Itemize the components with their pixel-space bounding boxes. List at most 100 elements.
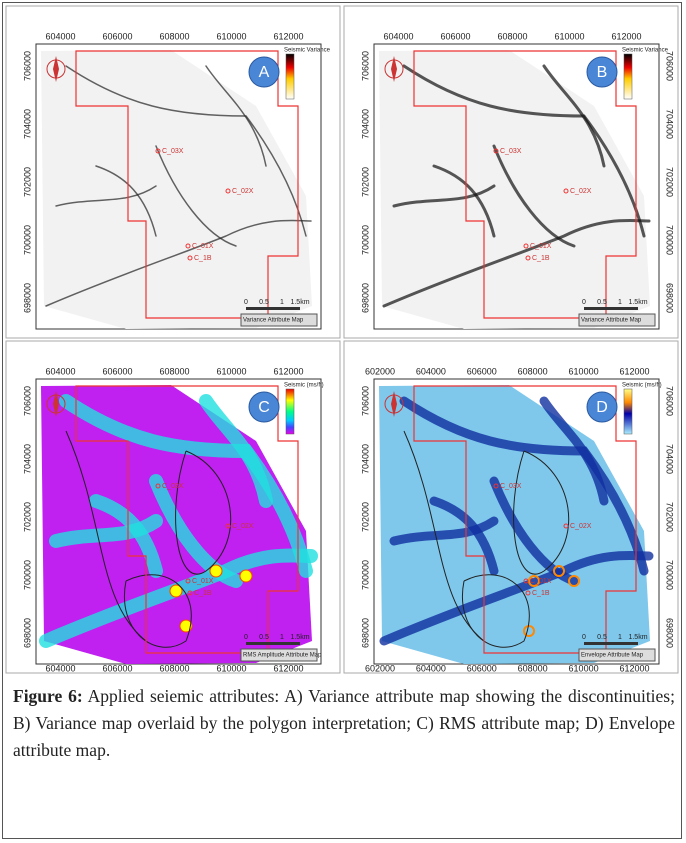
well-label: C_02X bbox=[570, 188, 592, 195]
scale-label: 1 bbox=[618, 634, 622, 641]
y-tick-label: 702000 bbox=[22, 502, 32, 532]
y-tick-label: 698000 bbox=[665, 618, 675, 648]
x-tick-label: 604000 bbox=[416, 366, 446, 376]
x-tick-label: 604000 bbox=[45, 31, 75, 41]
x-tick-label: 604000 bbox=[45, 366, 75, 376]
map-panel: 6040006040006060006060006080006080006100… bbox=[6, 341, 340, 673]
panel-label: B bbox=[597, 64, 608, 81]
y-tick-label: 706000 bbox=[22, 51, 32, 81]
well-label: C_01X bbox=[192, 578, 214, 585]
legend-title: Seismic (ms/ft) bbox=[622, 383, 662, 389]
scale-label: 1.5km bbox=[628, 299, 647, 306]
y-tick-label: 704000 bbox=[22, 444, 32, 474]
map-panel: 6020006020006040006040006060006060006080… bbox=[344, 341, 678, 673]
well-label: C_1B bbox=[532, 590, 550, 597]
legend-title: Seismic Variance bbox=[622, 48, 669, 54]
map-title: Envelope Attribute Map bbox=[581, 653, 644, 659]
x-tick-label: 608000 bbox=[497, 31, 527, 41]
y-tick-label: 698000 bbox=[360, 618, 370, 648]
scale-label: 0 bbox=[244, 634, 248, 641]
y-tick-label: 704000 bbox=[22, 109, 32, 139]
well-label: C_03X bbox=[162, 148, 184, 155]
scale-label: 1.5km bbox=[628, 634, 647, 641]
caption: Figure 6: Applied seiemic attributes: A)… bbox=[13, 683, 675, 764]
scale-label: 0 bbox=[582, 634, 586, 641]
y-tick-label: 704000 bbox=[665, 444, 675, 474]
scale-label: 0.5 bbox=[259, 299, 269, 306]
well-label: C_01X bbox=[530, 243, 552, 250]
map-panel: 6040006060006080006100006120007060007040… bbox=[6, 6, 340, 338]
well-label: C_1B bbox=[194, 590, 212, 597]
y-tick-label: 702000 bbox=[22, 167, 32, 197]
panel-label: C bbox=[258, 399, 270, 416]
x-tick-label: 610000 bbox=[216, 663, 246, 673]
x-tick-label: 612000 bbox=[273, 31, 303, 41]
well-label: C_02X bbox=[232, 188, 254, 195]
scale-bar bbox=[584, 307, 638, 310]
x-tick-label: 612000 bbox=[273, 663, 303, 673]
well-label: C_03X bbox=[500, 148, 522, 155]
x-tick-label: 604000 bbox=[416, 663, 446, 673]
x-tick-label: 612000 bbox=[611, 31, 641, 41]
well-label: C_1B bbox=[194, 255, 212, 262]
y-tick-label: 700000 bbox=[665, 225, 675, 255]
y-tick-label: 704000 bbox=[360, 444, 370, 474]
y-tick-label: 706000 bbox=[22, 386, 32, 416]
y-tick-label: 704000 bbox=[665, 109, 675, 139]
y-tick-label: 700000 bbox=[360, 560, 370, 590]
scale-label: 1 bbox=[280, 634, 284, 641]
well-label: C_02X bbox=[570, 523, 592, 530]
x-tick-label: 608000 bbox=[518, 663, 548, 673]
legend-title: Seismic Variance bbox=[284, 48, 331, 54]
colorbar bbox=[624, 54, 632, 99]
y-tick-label: 698000 bbox=[665, 283, 675, 313]
scale-label: 0.5 bbox=[597, 299, 607, 306]
x-tick-label: 606000 bbox=[467, 366, 497, 376]
scale-label: 1 bbox=[280, 299, 284, 306]
y-tick-label: 700000 bbox=[360, 225, 370, 255]
y-tick-label: 698000 bbox=[22, 618, 32, 648]
well-label: C_03X bbox=[500, 483, 522, 490]
colorbar bbox=[286, 54, 294, 99]
scale-label: 0.5 bbox=[597, 634, 607, 641]
caption-label: Figure 6: bbox=[13, 686, 83, 706]
colorbar bbox=[624, 389, 632, 434]
x-tick-label: 608000 bbox=[518, 366, 548, 376]
map-title: Variance Attribute Map bbox=[581, 318, 642, 324]
well-label: C_1B bbox=[532, 255, 550, 262]
y-tick-label: 706000 bbox=[665, 386, 675, 416]
x-tick-label: 610000 bbox=[569, 663, 599, 673]
x-tick-label: 604000 bbox=[45, 663, 75, 673]
panel-label: D bbox=[596, 399, 608, 416]
caption-text: Applied seiemic attributes: A) Variance … bbox=[13, 686, 675, 760]
well-label: C_01X bbox=[530, 578, 552, 585]
scale-label: 1.5km bbox=[290, 299, 309, 306]
y-tick-label: 706000 bbox=[360, 386, 370, 416]
x-tick-label: 608000 bbox=[159, 31, 189, 41]
x-tick-label: 610000 bbox=[216, 31, 246, 41]
x-tick-label: 610000 bbox=[569, 366, 599, 376]
y-tick-label: 702000 bbox=[665, 502, 675, 532]
x-tick-label: 602000 bbox=[365, 366, 395, 376]
x-tick-label: 606000 bbox=[440, 31, 470, 41]
y-tick-label: 704000 bbox=[360, 109, 370, 139]
x-tick-label: 612000 bbox=[273, 366, 303, 376]
y-tick-label: 700000 bbox=[665, 560, 675, 590]
scale-bar bbox=[246, 642, 300, 645]
scale-label: 0 bbox=[582, 299, 586, 306]
y-tick-label: 706000 bbox=[360, 51, 370, 81]
y-tick-label: 702000 bbox=[665, 167, 675, 197]
y-tick-label: 698000 bbox=[22, 283, 32, 313]
map-feature bbox=[210, 565, 222, 577]
scale-label: 0.5 bbox=[259, 634, 269, 641]
y-tick-label: 700000 bbox=[22, 225, 32, 255]
x-tick-label: 604000 bbox=[383, 31, 413, 41]
map-title: RMS Amplitude Attribute Map bbox=[243, 653, 322, 659]
y-tick-label: 702000 bbox=[360, 167, 370, 197]
scale-label: 1.5km bbox=[290, 634, 309, 641]
scale-label: 0 bbox=[244, 299, 248, 306]
scale-bar bbox=[246, 307, 300, 310]
well-label: C_01X bbox=[192, 243, 214, 250]
legend-title: Seismic (ms/ft) bbox=[284, 383, 324, 389]
